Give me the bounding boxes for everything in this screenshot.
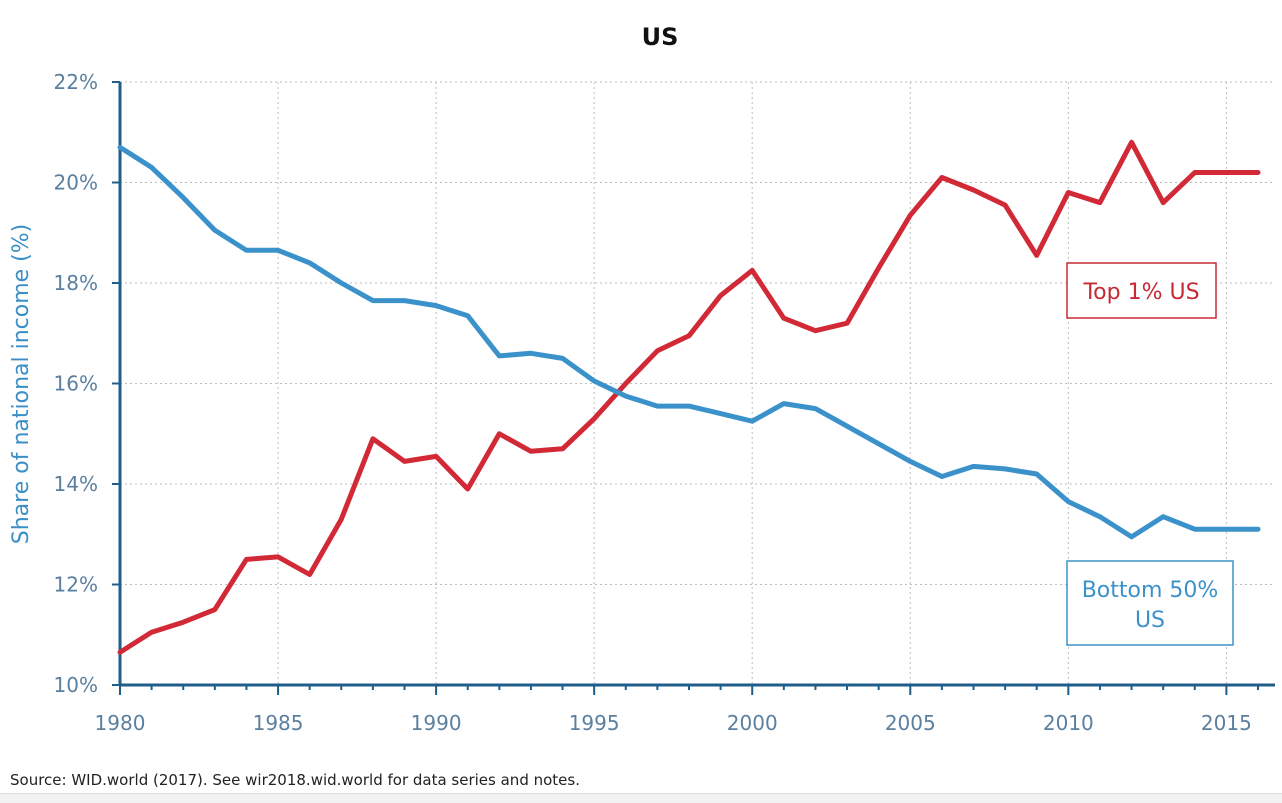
x-tick-label: 2000: [727, 711, 778, 735]
bottom-50-percent-label-line: US: [1135, 608, 1165, 633]
x-tick-label: 1990: [411, 711, 462, 735]
y-tick-label: 20%: [54, 171, 98, 195]
top-1-percent-label: Top 1% US: [1082, 280, 1199, 305]
y-tick-label: 22%: [54, 70, 98, 94]
chart-title: US: [642, 23, 679, 51]
x-tick-label: 2015: [1201, 711, 1252, 735]
source-note: Source: WID.world (2017). See wir2018.wi…: [10, 771, 580, 789]
y-tick-label: 18%: [54, 271, 98, 295]
background-window-strip: [0, 793, 1282, 803]
bottom-50-percent-line: [117, 144, 1261, 540]
y-axis-label: Share of national income (%): [9, 224, 34, 544]
bottom-50-percent-label-line: Bottom 50%: [1082, 578, 1219, 603]
x-tick-label: 2010: [1043, 711, 1094, 735]
y-tick-label: 12%: [54, 573, 98, 597]
x-tick-label: 1995: [569, 711, 620, 735]
y-tick-label: 16%: [54, 372, 98, 396]
series-lines: [117, 139, 1261, 655]
axes: 10% 12% 14% 16% 18% 20% 22% 1980 1985 1990 1995 200…: [54, 70, 1275, 735]
top-1-percent-label-box: [1066, 262, 1217, 319]
x-tick-label: 1985: [253, 711, 304, 735]
bottom-50-percent-label-box: [1066, 560, 1234, 646]
x-tick-label: 1980: [95, 711, 146, 735]
y-tick-label: 14%: [54, 472, 98, 496]
y-tick-label: 10%: [54, 673, 98, 697]
top-1-percent-line: [117, 139, 1261, 655]
series-labels: Top 1% US Bottom 50% US: [1066, 262, 1234, 646]
x-tick-label: 2005: [885, 711, 936, 735]
